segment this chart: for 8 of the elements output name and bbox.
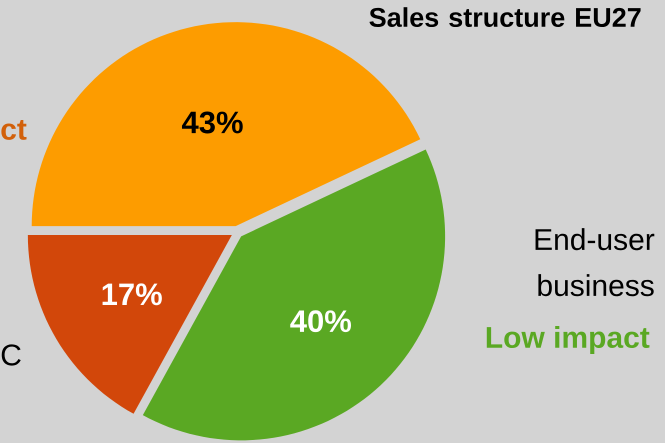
data-label: 43%	[182, 111, 243, 134]
text: ct	[1, 120, 27, 140]
slice-label: End-user business	[536, 228, 654, 296]
data-label: 40%	[290, 310, 351, 332]
data-label: 17%	[102, 283, 162, 306]
text: Low impact	[486, 326, 650, 354]
chart-title: Sales structure EU27	[369, 7, 641, 28]
slice-label: C	[2, 344, 21, 366]
